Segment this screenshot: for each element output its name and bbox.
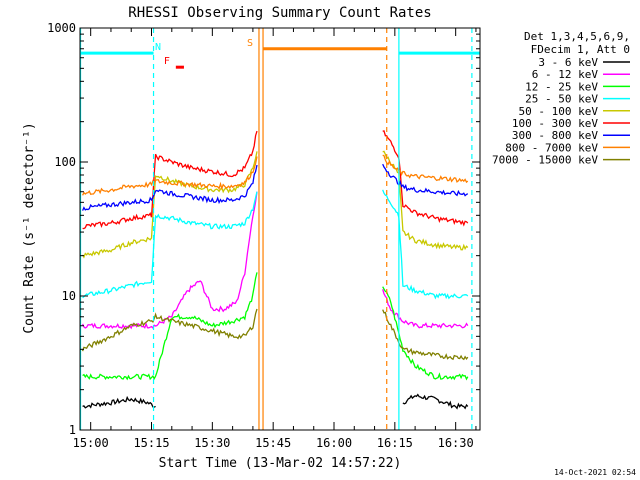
series-7-segment-1	[82, 164, 258, 211]
timestamp: 14-Oct-2021 02:54	[554, 468, 636, 477]
series-6-segment-2	[382, 130, 469, 227]
x-tick-label-3: 15:30	[194, 436, 230, 450]
series-9-segment-1	[81, 308, 258, 352]
x-tick-label-6: 16:15	[377, 436, 413, 450]
x-tick-label-5: 16:00	[316, 436, 352, 450]
series-4	[82, 189, 469, 300]
series-3-segment-1	[82, 272, 258, 381]
legend-label-7: 300 - 800 keV	[512, 129, 598, 142]
series-9-segment-2	[382, 309, 469, 361]
x-axis-label: Start Time (13-Mar-02 14:57:22)	[159, 456, 402, 471]
legend-title-line-2: FDecim 1, Att 0	[531, 43, 630, 56]
legend-label-2: 6 - 12 keV	[532, 68, 599, 81]
y-axis-label: Count Rate (s⁻¹ detector⁻¹)	[22, 122, 37, 333]
series-1	[82, 393, 469, 410]
legend-label-8: 800 - 7000 keV	[505, 141, 598, 154]
series-7	[82, 163, 469, 211]
series-1-segment-1	[82, 395, 156, 409]
series-3-segment-2	[382, 286, 469, 381]
series-5-segment-2	[382, 150, 469, 251]
series-8-segment-1	[82, 156, 258, 196]
series-5-segment-1	[82, 151, 258, 259]
series-2-segment-1	[82, 191, 258, 330]
series-3	[82, 272, 469, 381]
flag-label-f: F	[164, 56, 170, 67]
series-2-segment-2	[382, 289, 469, 329]
series-9	[81, 308, 469, 361]
y-tick-label-3: 100	[54, 155, 76, 169]
series-8-segment-2	[382, 154, 469, 184]
series-4-segment-1	[82, 191, 258, 299]
x-tick-label-2: 15:15	[133, 436, 169, 450]
series-4-segment-2	[382, 189, 469, 300]
plot-area: N S F 1 10 100 1000 15:00 15:15 15:30 15:45 16:00 16…	[47, 21, 481, 450]
legend-label-4: 25 - 50 keV	[525, 93, 598, 106]
x-tick-label-4: 15:45	[255, 436, 291, 450]
legend-title-line-1: Det 1,3,4,5,6,9,	[524, 30, 630, 43]
x-tick-label-1: 15:00	[73, 436, 109, 450]
y-tick-label-1: 1	[69, 423, 76, 437]
x-tick-label-7: 16:30	[438, 436, 474, 450]
series-7-segment-2	[382, 163, 469, 197]
chart-title: RHESSI Observing Summary Count Rates	[128, 5, 431, 21]
series-6-segment-1	[82, 130, 258, 230]
series-5	[82, 150, 469, 259]
legend-label-1: 3 - 6 keV	[538, 56, 598, 69]
legend-label-9: 7000 - 15000 keV	[492, 154, 598, 167]
plot-frame	[79, 27, 481, 431]
series-1-segment-2	[402, 393, 469, 410]
y-tick-label-2: 10	[62, 289, 76, 303]
legend-label-6: 100 - 300 keV	[512, 117, 598, 130]
legend-label-3: 12 - 25 keV	[525, 80, 598, 93]
flag-label-n: N	[155, 42, 161, 53]
series-8	[82, 154, 469, 196]
y-tick-label-4: 1000	[47, 21, 76, 35]
series-2	[82, 191, 469, 330]
flag-label-s: S	[247, 38, 253, 49]
series-6	[82, 130, 469, 230]
legend-label-5: 50 - 100 keV	[519, 105, 599, 118]
